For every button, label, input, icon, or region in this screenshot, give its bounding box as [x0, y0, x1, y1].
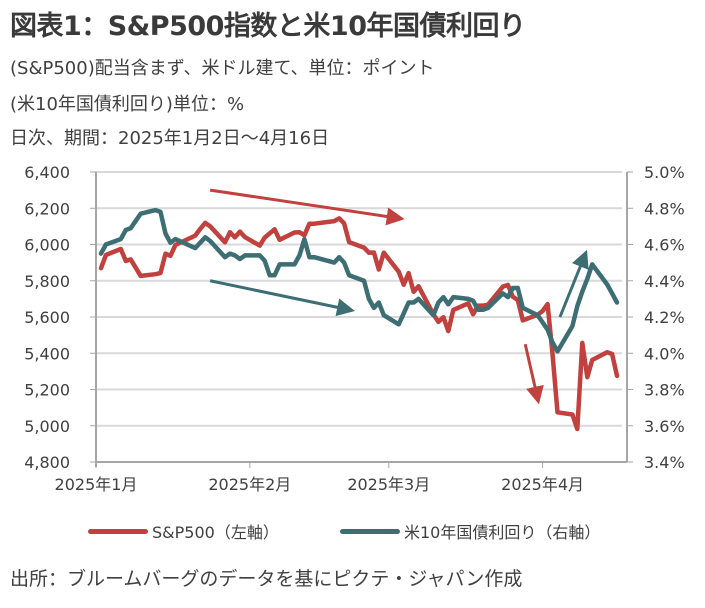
left-axis-tick-label: 5,800	[24, 272, 70, 291]
gridlines	[96, 171, 622, 427]
left-axis-tick-label: 6,000	[24, 236, 70, 255]
left-axis-tick-label: 5,000	[24, 417, 70, 436]
x-axis-tick-label: 2025年4月	[501, 475, 584, 494]
x-axis-tick-label: 2025年1月	[55, 475, 138, 494]
right-axis-tick-label: 3.8%	[644, 381, 685, 400]
right-axis-tick-label: 4.8%	[644, 199, 685, 218]
subtitle-yield-unit: (米10年国債利回り)単位：%	[10, 94, 245, 115]
legend-item-sp500: S&P500（左軸）	[88, 519, 279, 543]
series	[98, 207, 620, 432]
left-axis-tick-label: 5,600	[24, 308, 70, 327]
legend-label-yield: 米10年国債利回り（右軸）	[404, 523, 601, 542]
trend-arrow	[209, 188, 405, 226]
left-axis-tick-label: 5,400	[24, 344, 70, 363]
legend-item-yield: 米10年国債利回り（右軸）	[340, 519, 600, 543]
right-axis-tick-label: 4.0%	[644, 344, 685, 363]
source-note: 出所：ブルームバーグのデータを基にピクテ・ジャパン作成	[10, 568, 523, 590]
right-axis-tick-label: 3.4%	[644, 453, 685, 472]
subtitle-period: 日次、期間：2025年1月2日～4月16日	[10, 128, 330, 149]
annotations	[209, 188, 589, 405]
sp500-line	[98, 216, 620, 432]
legend-swatch-yield	[340, 528, 400, 534]
trend-arrow	[558, 249, 589, 318]
x-axis-tick-label: 2025年2月	[208, 475, 291, 494]
right-axis-tick-label: 3.6%	[644, 417, 685, 436]
legend: S&P500（左軸） 米10年国債利回り（右軸）	[0, 519, 705, 547]
trend-arrow	[523, 343, 544, 405]
legend-label-sp500: S&P500（左軸）	[152, 523, 279, 542]
left-axis-tick-label: 6,400	[24, 163, 70, 182]
subtitle-sp500-unit: (S&P500)配当含まず、米ドル建て、単位：ポイント	[10, 58, 435, 79]
left-axis-tick-label: 6,200	[24, 199, 70, 218]
tick-labels: 4,800 5,000 5,200 5,400 5,600 5,800 6,000 6,200…	[24, 163, 684, 494]
yield-line	[98, 207, 620, 354]
right-axis-tick-label: 5.0%	[644, 163, 685, 182]
right-axis-tick-label: 4.4%	[644, 272, 685, 291]
left-axis-tick-label: 5,200	[24, 381, 70, 400]
x-axis-tick-label: 2025年3月	[347, 475, 430, 494]
legend-swatch-sp500	[88, 528, 148, 534]
left-axis-tick-label: 4,800	[24, 453, 70, 472]
chart-title: 図表1：S&P500指数と米10年国債利回り	[10, 11, 526, 42]
right-axis-tick-label: 4.6%	[644, 236, 685, 255]
axes	[90, 171, 633, 468]
right-axis-tick-label: 4.2%	[644, 308, 685, 327]
trend-arrow	[209, 279, 355, 317]
